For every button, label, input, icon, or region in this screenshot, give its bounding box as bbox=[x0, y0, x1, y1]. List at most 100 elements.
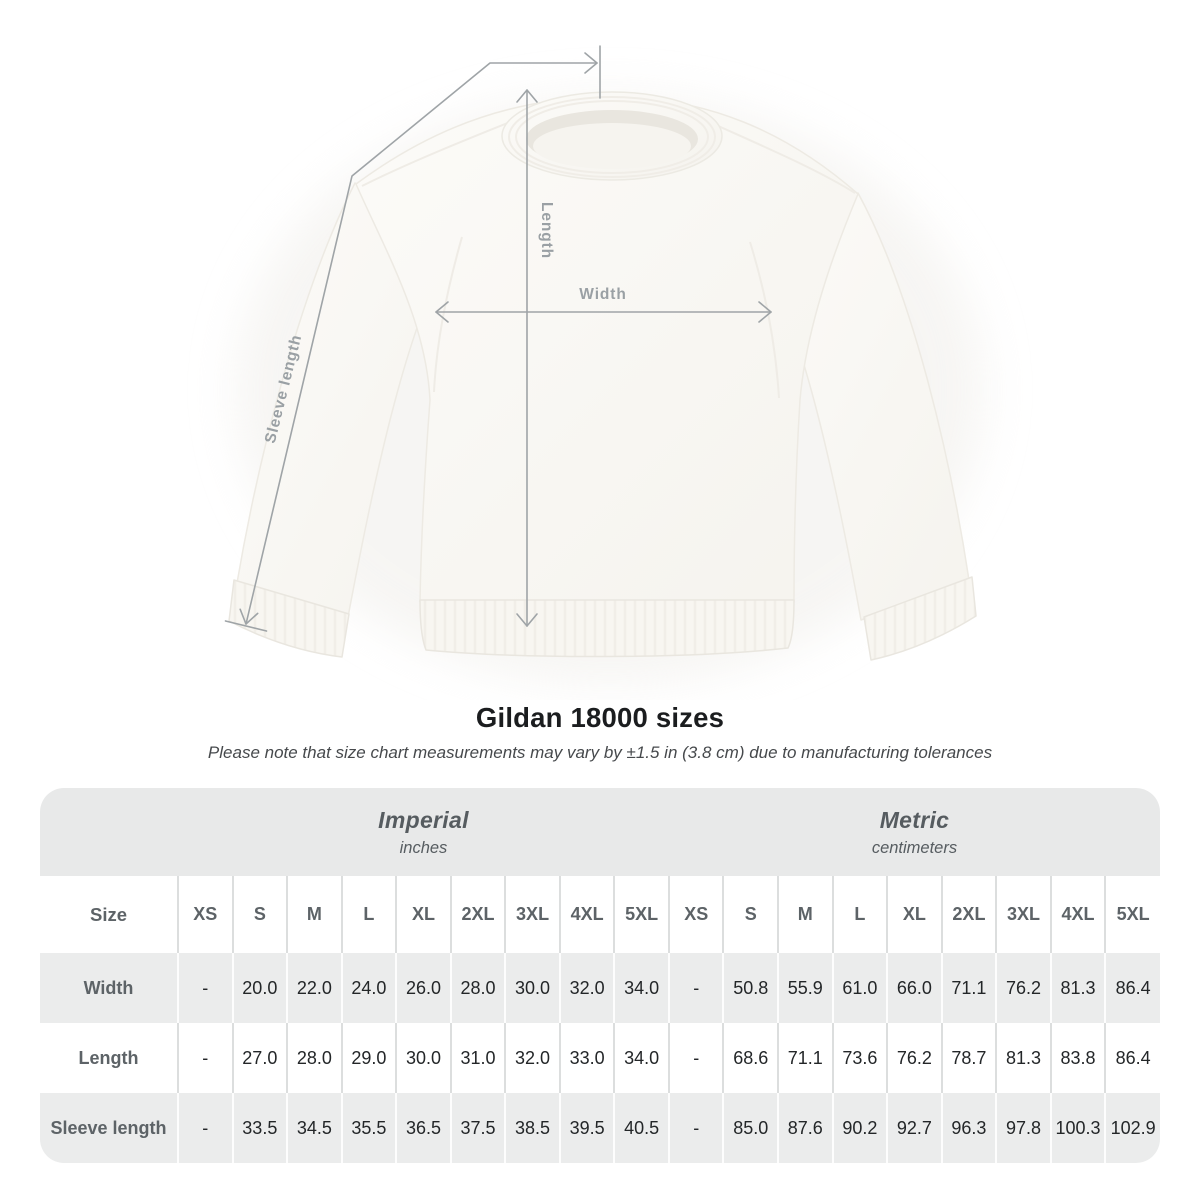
metric-heading: Metric bbox=[879, 806, 950, 833]
imperial-unit: inches bbox=[399, 838, 448, 857]
table-row: Length -27.0 28.0 29.0 30.0 31.0 32.0 33.0 34.0-… bbox=[40, 1023, 1160, 1093]
page-title: Gildan 18000 sizes bbox=[475, 702, 725, 733]
value-cell: 90.2 bbox=[831, 1093, 888, 1163]
value-cell: 76.2 bbox=[995, 953, 1051, 1023]
value-cell: 86.4 bbox=[1104, 1023, 1160, 1093]
arrow-down-icon bbox=[516, 613, 538, 627]
size-col-header: XS bbox=[667, 876, 724, 953]
value-cell: - bbox=[667, 1023, 724, 1093]
value-cell: 96.3 bbox=[940, 1093, 997, 1163]
page-subtitle: Please note that size chart measurements… bbox=[207, 743, 993, 762]
value-cell: 24.0 bbox=[340, 953, 397, 1023]
value-cell: 37.5 bbox=[449, 1093, 506, 1163]
value-cell: 29.0 bbox=[340, 1023, 397, 1093]
value-cell: 85.0 bbox=[722, 1093, 779, 1163]
arrow-left-icon bbox=[435, 301, 449, 323]
size-col-header: L bbox=[340, 876, 397, 953]
value-cell: - bbox=[667, 1093, 724, 1163]
size-col-header: S bbox=[231, 876, 288, 953]
value-cell: 71.1 bbox=[940, 953, 997, 1023]
size-col-header: 5XL bbox=[613, 876, 669, 953]
value-cell: 61.0 bbox=[831, 953, 888, 1023]
size-table: Imperial inches Metric centimeters Size … bbox=[40, 788, 1160, 1163]
value-cell: - bbox=[177, 953, 233, 1023]
seam-lines bbox=[361, 117, 856, 399]
row-label: Width bbox=[83, 977, 134, 998]
value-cell: - bbox=[177, 1093, 233, 1163]
size-col-header: XS bbox=[177, 876, 233, 953]
size-header-row: Size XS S M L XL 2XL 3XL 4XL 5XL XS S M L XL 2XL 3XL 4XL… bbox=[40, 876, 1160, 953]
value-cell: - bbox=[177, 1023, 233, 1093]
value-cell: 31.0 bbox=[449, 1023, 506, 1093]
arrow-right-icon bbox=[758, 301, 772, 323]
unit-band-metric: Metric centimeters bbox=[668, 788, 1160, 876]
imperial-heading: Imperial bbox=[378, 806, 469, 833]
value-cell: 50.8 bbox=[722, 953, 779, 1023]
sweatshirt-illustration bbox=[228, 91, 977, 661]
value-cell: 55.9 bbox=[777, 953, 833, 1023]
value-cell: 83.8 bbox=[1049, 1023, 1106, 1093]
size-col-header: M bbox=[777, 876, 833, 953]
row-label: Sleeve length bbox=[50, 1117, 167, 1138]
value-cell: 81.3 bbox=[995, 1023, 1051, 1093]
value-cell: 39.5 bbox=[558, 1093, 615, 1163]
value-cell: 86.4 bbox=[1104, 953, 1160, 1023]
value-cell: 22.0 bbox=[286, 953, 342, 1023]
value-cell: 33.0 bbox=[558, 1023, 615, 1093]
value-cell: 92.7 bbox=[886, 1093, 942, 1163]
value-cell: 27.0 bbox=[231, 1023, 288, 1093]
table-row: Sleeve length -33.5 34.5 35.5 36.5 37.5 38.5 39… bbox=[40, 1093, 1160, 1163]
size-col-header: 4XL bbox=[1049, 876, 1106, 953]
size-col-header: XL bbox=[886, 876, 942, 953]
unit-header-row: Imperial inches Metric centimeters bbox=[40, 788, 1160, 876]
size-col-header: 2XL bbox=[940, 876, 997, 953]
value-cell: 30.0 bbox=[504, 953, 560, 1023]
metric-unit: centimeters bbox=[871, 838, 958, 857]
unit-band-corner bbox=[40, 788, 178, 876]
value-cell: 34.5 bbox=[286, 1093, 342, 1163]
value-cell: 20.0 bbox=[231, 953, 288, 1023]
unit-band-imperial: Imperial inches bbox=[178, 788, 669, 876]
size-col-header: M bbox=[286, 876, 342, 953]
value-cell: 73.6 bbox=[831, 1023, 888, 1093]
measurement-rows: Width -20.0 22.0 24.0 26.0 28.0 30.0 32.0 34.0-5… bbox=[40, 953, 1160, 1163]
collar bbox=[501, 91, 723, 181]
value-cell: 87.6 bbox=[777, 1093, 833, 1163]
size-col-header: 2XL bbox=[449, 876, 506, 953]
value-cell: 32.0 bbox=[504, 1023, 560, 1093]
size-col-header: XL bbox=[395, 876, 451, 953]
value-cell: 33.5 bbox=[231, 1093, 288, 1163]
size-col-header: 4XL bbox=[558, 876, 615, 953]
value-cell: 76.2 bbox=[886, 1023, 942, 1093]
value-cell: - bbox=[667, 953, 724, 1023]
size-col-header: L bbox=[831, 876, 888, 953]
size-corner-label: Size bbox=[89, 903, 128, 925]
value-cell: 71.1 bbox=[777, 1023, 833, 1093]
size-col-header: 5XL bbox=[1104, 876, 1160, 953]
value-cell: 97.8 bbox=[995, 1093, 1051, 1163]
arrow-right-icon bbox=[584, 52, 598, 74]
value-cell: 40.5 bbox=[613, 1093, 669, 1163]
value-cell: 35.5 bbox=[340, 1093, 397, 1163]
row-label: Length bbox=[78, 1047, 139, 1068]
cuff-tick bbox=[224, 620, 268, 632]
value-cell: 81.3 bbox=[1049, 953, 1106, 1023]
sleeve-length-line bbox=[245, 62, 598, 625]
value-cell: 100.3 bbox=[1049, 1093, 1106, 1163]
size-col-header: S bbox=[722, 876, 779, 953]
value-cell: 28.0 bbox=[449, 953, 506, 1023]
value-cell: 28.0 bbox=[286, 1023, 342, 1093]
value-cell: 34.0 bbox=[613, 953, 669, 1023]
value-cell: 38.5 bbox=[504, 1093, 560, 1163]
size-col-header: 3XL bbox=[504, 876, 560, 953]
arrow-down-left-icon bbox=[239, 608, 259, 625]
table-row: Width -20.0 22.0 24.0 26.0 28.0 30.0 32.0 34.0-5… bbox=[40, 953, 1160, 1023]
width-label: Width bbox=[579, 286, 626, 303]
value-cell: 36.5 bbox=[395, 1093, 451, 1163]
value-cell: 26.0 bbox=[395, 953, 451, 1023]
length-label: Length bbox=[538, 202, 555, 259]
value-cell: 102.9 bbox=[1104, 1093, 1160, 1163]
value-cell: 78.7 bbox=[940, 1023, 997, 1093]
measurement-annotations bbox=[224, 45, 772, 632]
